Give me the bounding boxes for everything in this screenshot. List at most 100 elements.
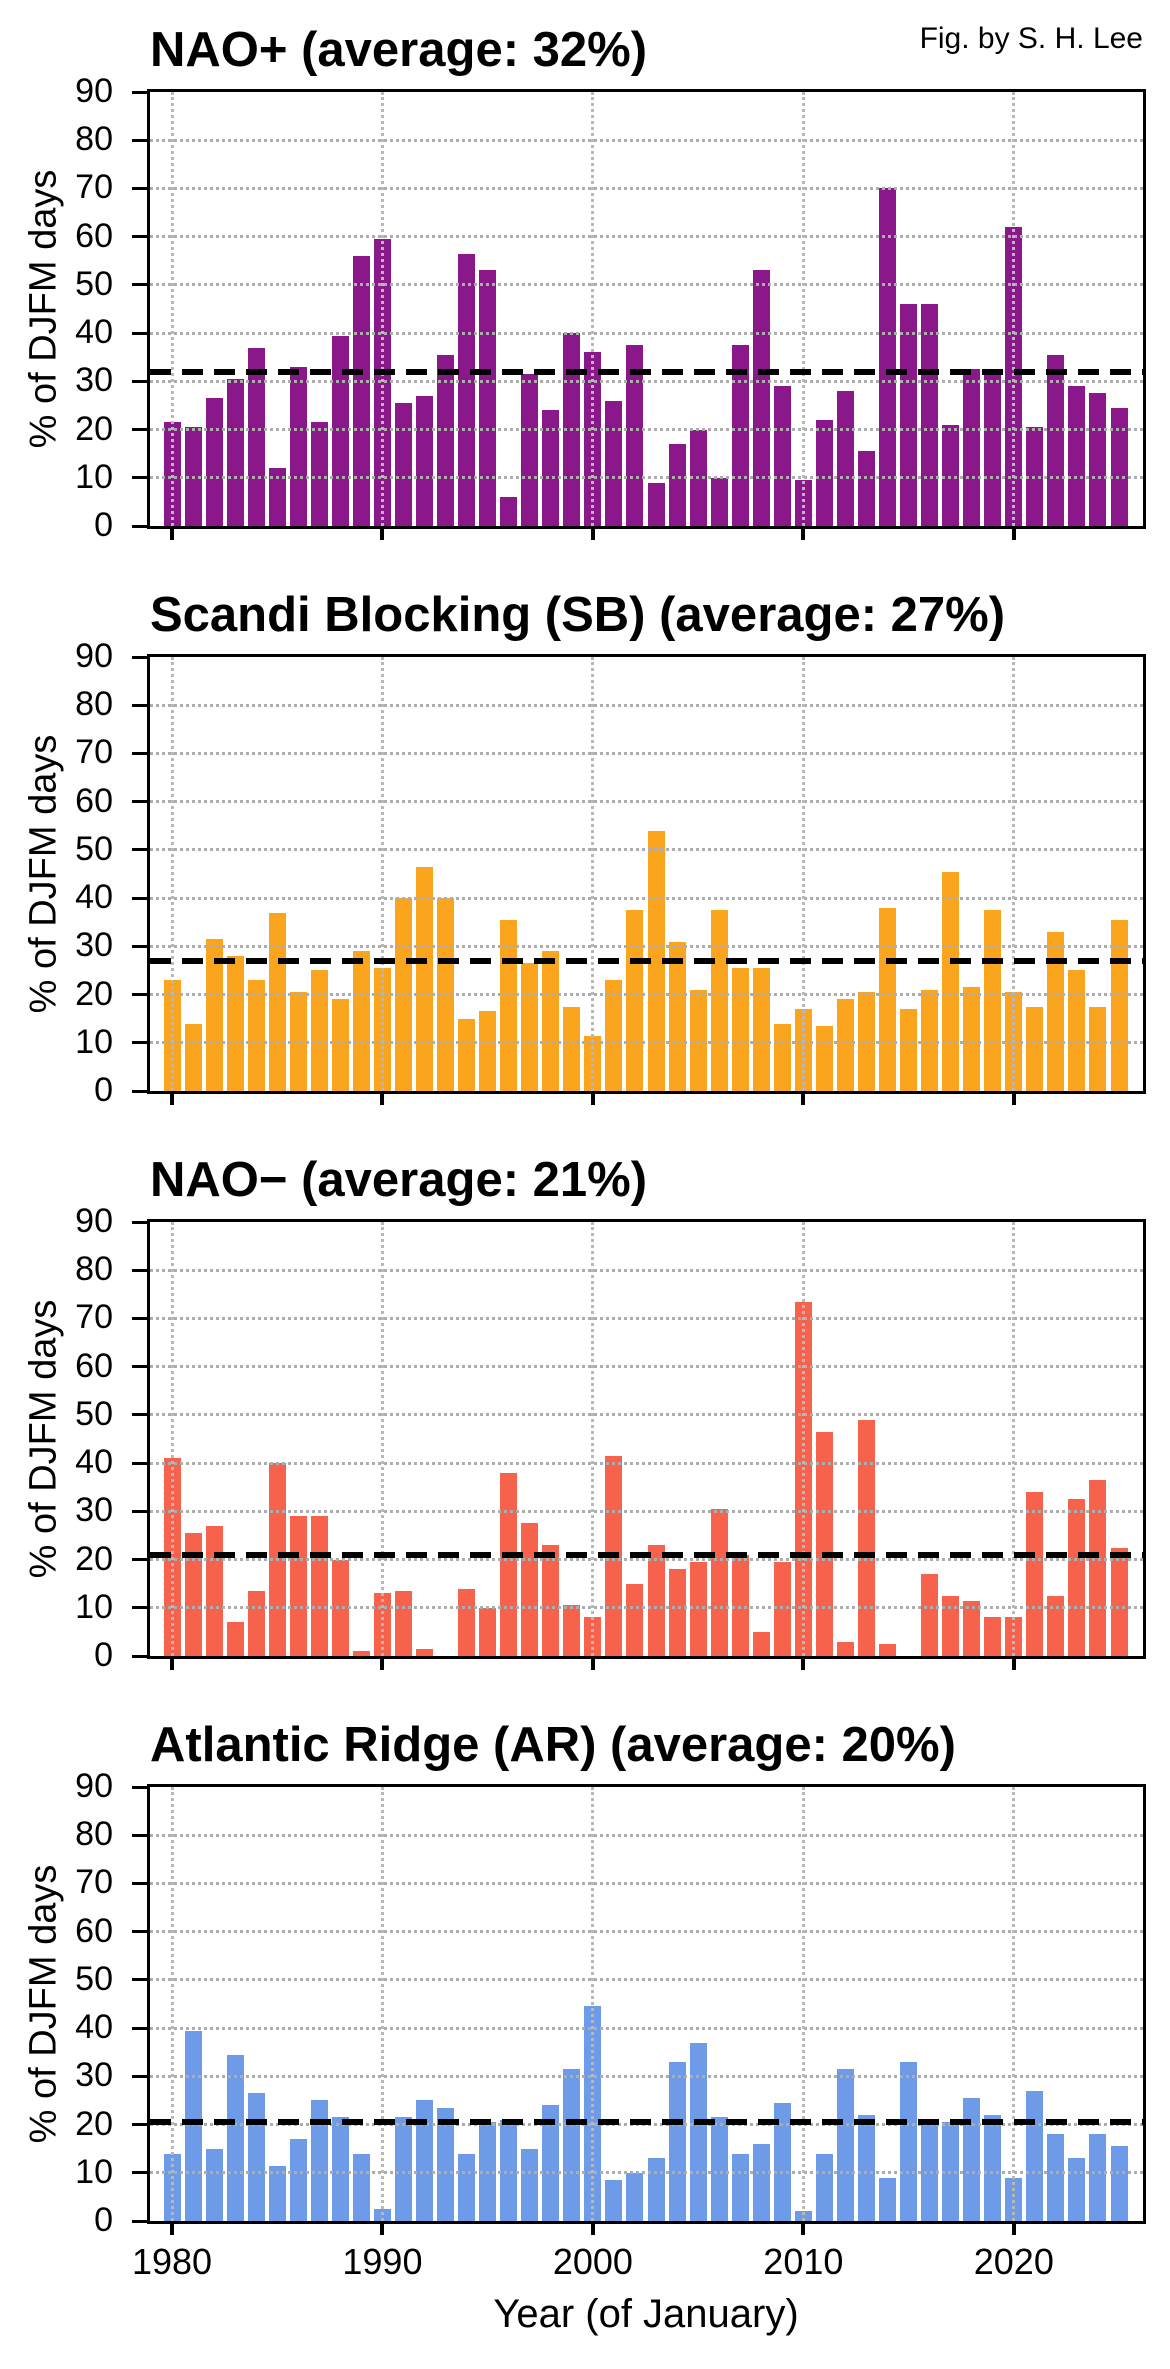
bar-1994 [458, 2153, 476, 2221]
bar-2021 [1026, 1492, 1044, 1656]
bar-2012 [836, 390, 854, 526]
bar-2017 [942, 871, 960, 1091]
v-gridline-1980 [170, 1222, 174, 1656]
v-gridline-2020 [1012, 92, 1016, 526]
bar-1988 [331, 999, 349, 1091]
h-gridline-30 [150, 2074, 1143, 2078]
h-gridline-60 [150, 235, 1143, 239]
v-gridline-1980 [170, 92, 174, 526]
bar-2018 [963, 1600, 981, 1656]
y-tick-label-30: 30 [75, 926, 113, 965]
y-tick-40 [132, 1461, 147, 1465]
y-tick-40 [132, 331, 147, 335]
panel-title-nao-plus: NAO+ (average: 32%) [150, 23, 648, 77]
h-gridline-40 [150, 896, 1143, 900]
bar-1998 [542, 951, 560, 1091]
bar-1984 [247, 2093, 265, 2221]
bar-2014 [879, 2177, 897, 2221]
bar-2009 [773, 2102, 791, 2221]
y-tick-30 [132, 1509, 147, 1513]
bar-2007 [731, 1554, 749, 1656]
y-tick-label-0: 0 [94, 2201, 113, 2239]
right-spine [1143, 654, 1146, 1094]
h-gridline-10 [150, 2171, 1143, 2175]
bar-1995 [479, 270, 497, 526]
bar-1981 [184, 1533, 202, 1656]
y-tick-10 [132, 1041, 147, 1045]
bar-1994 [458, 1018, 476, 1091]
h-gridline-60 [150, 1930, 1143, 1934]
bar-2019 [984, 910, 1002, 1091]
bar-2005 [689, 989, 707, 1091]
v-gridline-2000 [591, 1787, 595, 2221]
y-tick-label-40: 40 [75, 878, 113, 917]
bar-2003 [647, 482, 665, 526]
bar-1994 [458, 253, 476, 526]
bar-2012 [836, 1641, 854, 1656]
bar-2004 [668, 941, 686, 1091]
y-tick-label-50: 50 [75, 1959, 113, 1998]
bar-1983 [226, 378, 244, 526]
v-gridline-2010 [801, 1222, 805, 1656]
v-gridline-2010 [801, 1787, 805, 2221]
y-tick-90 [132, 1220, 147, 1224]
h-gridline-20 [150, 428, 1143, 432]
bar-2014 [879, 1643, 897, 1656]
y-tick-label-50: 50 [75, 264, 113, 303]
bar-2011 [815, 1025, 833, 1091]
v-gridline-2020 [1012, 657, 1016, 1091]
bar-1993 [437, 354, 455, 526]
bar-2024 [1089, 1006, 1107, 1091]
x-axis-label: Year (of January) [493, 2292, 799, 2336]
x-tick-1980 [170, 526, 174, 540]
h-gridline-20 [150, 1558, 1143, 1562]
average-line-atlantic-ridge [150, 2119, 1143, 2126]
average-line-nao-minus [150, 1551, 1143, 1558]
bar-1992 [416, 1648, 434, 1656]
bar-1987 [310, 422, 328, 526]
y-axis-label-nao-plus: % of DJFM days [22, 169, 65, 449]
x-tick-2010 [801, 1091, 806, 1105]
bar-1986 [289, 2139, 307, 2221]
y-tick-50 [132, 1413, 147, 1417]
bar-1987 [310, 2100, 328, 2221]
plot-area-atlantic-ridge: 0 10 20 30 40 50 60 70 80 90 [75, 1767, 1146, 2239]
y-tick-label-20: 20 [75, 1539, 113, 1578]
y-tick-label-60: 60 [75, 781, 113, 820]
left-spine [147, 89, 150, 529]
bar-1985 [268, 912, 286, 1091]
y-tick-label-30: 30 [75, 361, 113, 400]
bar-2025 [1110, 2146, 1128, 2221]
v-gridline-2000 [591, 657, 595, 1091]
h-gridline-60 [150, 800, 1143, 804]
bottom-spine [147, 526, 1146, 529]
x-tick-2000 [590, 2221, 595, 2235]
x-tick-2000 [590, 526, 595, 540]
bar-1997 [521, 963, 539, 1091]
y-tick-label-90: 90 [75, 1202, 113, 1240]
top-spine [147, 654, 1146, 657]
bar-2003 [647, 1545, 665, 1656]
h-gridline-70 [150, 1316, 1143, 1320]
h-gridline-50 [150, 1978, 1143, 1982]
h-gridline-40 [150, 331, 1143, 335]
y-tick-label-40: 40 [75, 1443, 113, 1482]
bar-2023 [1068, 2158, 1086, 2221]
v-gridline-2010 [801, 657, 805, 1091]
bar-2014 [879, 188, 897, 526]
bar-1984 [247, 347, 265, 526]
bar-2011 [815, 419, 833, 526]
y-tick-label-10: 10 [75, 457, 113, 496]
bar-1988 [331, 2117, 349, 2221]
bar-1989 [352, 2153, 370, 2221]
right-spine [1143, 1784, 1146, 2224]
bar-2015 [900, 304, 918, 526]
bar-2006 [710, 477, 728, 526]
h-gridline-50 [150, 1413, 1143, 1417]
bar-1987 [310, 970, 328, 1091]
bar-2016 [921, 304, 939, 526]
y-tick-label-40: 40 [75, 313, 113, 352]
y-tick-60 [132, 235, 147, 239]
panel-title-nao-minus: NAO− (average: 21%) [150, 1153, 648, 1207]
bar-2005 [689, 2042, 707, 2221]
